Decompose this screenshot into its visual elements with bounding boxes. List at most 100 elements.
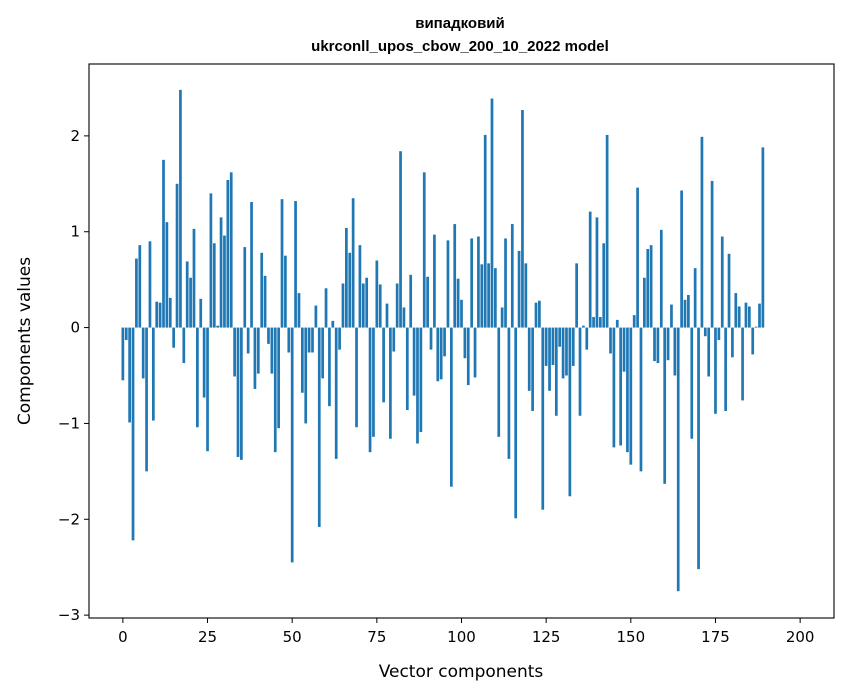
bar	[240, 327, 243, 460]
bar	[175, 183, 179, 328]
bar	[351, 198, 355, 328]
bar	[138, 245, 142, 328]
bar	[155, 301, 159, 328]
chart-title-line-1: випадковий	[415, 15, 505, 32]
bar	[168, 297, 172, 328]
bar	[405, 327, 409, 411]
bar	[538, 300, 541, 328]
bar	[582, 325, 585, 328]
bar	[761, 147, 765, 328]
bar	[287, 327, 291, 353]
bar	[135, 258, 138, 328]
bar	[534, 302, 538, 328]
bar	[700, 136, 704, 328]
bar	[565, 327, 568, 376]
bar	[246, 327, 250, 354]
bar	[703, 327, 707, 337]
bar	[277, 327, 280, 429]
bar	[541, 327, 545, 510]
bar	[690, 327, 694, 439]
bar	[463, 327, 467, 359]
bar	[361, 283, 365, 328]
bar	[382, 327, 385, 403]
bar	[666, 327, 670, 361]
bar	[656, 327, 660, 364]
bar	[524, 263, 528, 328]
bar	[754, 326, 758, 328]
bar	[510, 224, 514, 328]
bar	[256, 327, 260, 374]
bar	[714, 327, 717, 414]
bar	[480, 264, 484, 328]
bar	[741, 327, 744, 401]
bar	[199, 298, 203, 328]
bar	[348, 252, 352, 328]
bar	[548, 327, 551, 391]
bar	[300, 327, 304, 393]
bar	[663, 327, 667, 484]
bar	[233, 327, 236, 377]
bar	[209, 193, 213, 328]
bar	[717, 327, 721, 341]
bar	[290, 327, 294, 563]
bar	[588, 211, 592, 328]
bar	[250, 202, 253, 328]
bar	[612, 327, 616, 448]
bar	[575, 263, 578, 328]
bar	[720, 236, 724, 328]
bar	[747, 306, 751, 328]
bar	[595, 217, 599, 328]
bar	[419, 327, 423, 433]
bar	[622, 327, 626, 372]
bar	[148, 241, 152, 328]
bar	[236, 327, 240, 457]
x-tick-label: 0	[118, 628, 128, 646]
bar	[151, 327, 155, 421]
bar	[433, 234, 436, 328]
bar	[460, 299, 463, 328]
bar	[223, 235, 226, 328]
bar	[578, 327, 582, 416]
bar	[507, 327, 511, 459]
bar	[365, 277, 369, 328]
bar	[551, 327, 555, 365]
bar	[693, 268, 697, 328]
bar	[653, 327, 656, 362]
bar	[426, 276, 429, 328]
bar	[158, 302, 162, 328]
bar	[680, 190, 683, 328]
bar	[331, 320, 335, 328]
bar	[751, 327, 755, 355]
bar	[626, 327, 629, 453]
bar	[687, 294, 690, 328]
bar	[422, 172, 426, 328]
bar	[389, 327, 392, 439]
bar	[124, 327, 128, 341]
y-tick-label: 1	[70, 223, 80, 241]
bar	[392, 327, 396, 352]
bar	[189, 277, 192, 328]
bar	[758, 303, 761, 328]
y-tick-label: −3	[58, 606, 80, 624]
bar	[544, 327, 548, 366]
bar	[358, 245, 362, 328]
bar	[162, 159, 165, 328]
bar	[683, 299, 687, 328]
x-tick-label: 100	[447, 628, 476, 646]
y-tick-label: 0	[70, 319, 80, 337]
bar	[585, 327, 589, 350]
bar	[514, 327, 518, 519]
bar	[439, 327, 443, 380]
y-axis-label: Components values	[15, 257, 35, 425]
bar	[500, 307, 504, 328]
bar	[185, 261, 189, 328]
bar	[297, 293, 301, 328]
bar	[490, 98, 494, 328]
bar	[561, 327, 565, 379]
bar	[280, 199, 284, 328]
bar	[497, 327, 501, 437]
bar	[355, 327, 358, 428]
bar	[504, 238, 507, 328]
bar	[629, 327, 633, 465]
